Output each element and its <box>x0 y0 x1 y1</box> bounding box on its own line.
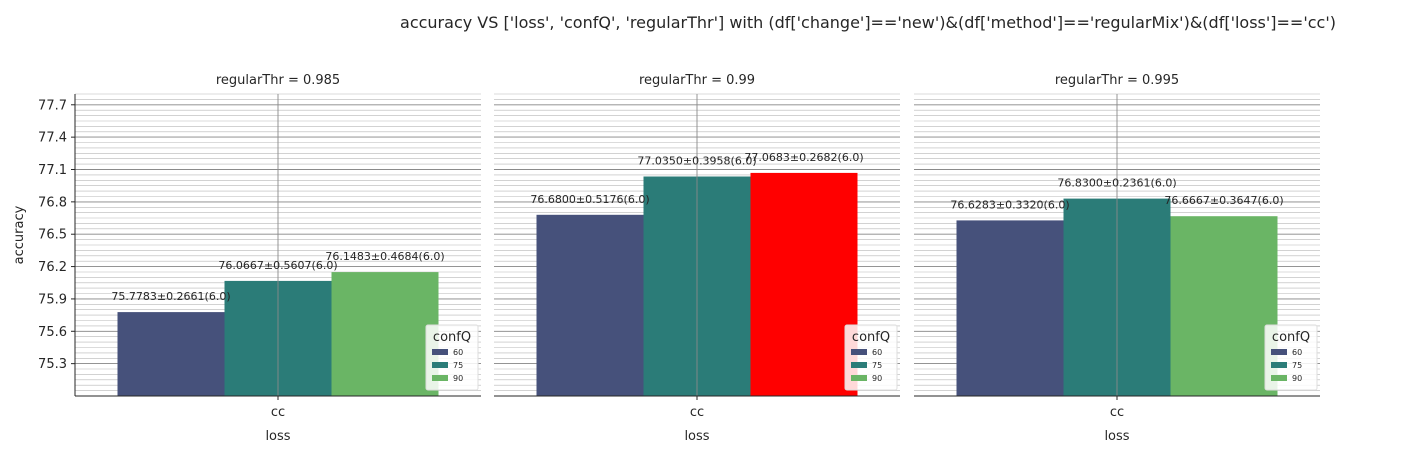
legend-swatch <box>851 349 867 355</box>
x-tick-label: cc <box>1110 405 1124 420</box>
bar <box>117 312 225 396</box>
chart-title: accuracy VS ['loss', 'confQ', 'regularTh… <box>400 13 1336 32</box>
y-tick-label: 77.1 <box>38 163 67 178</box>
data-label: 77.0350±0.3958(6.0) <box>637 155 756 168</box>
y-tick-label: 76.2 <box>38 260 67 275</box>
legend-entry: 75 <box>453 361 463 370</box>
y-tick-label: 77.4 <box>38 131 67 146</box>
legend-entry: 90 <box>1292 374 1302 383</box>
legend-title: confQ <box>433 330 471 345</box>
x-tick-label: cc <box>690 405 704 420</box>
legend-swatch <box>432 349 448 355</box>
x-axis-label: loss <box>1104 429 1129 444</box>
legend-entry: 60 <box>872 348 882 357</box>
legend-swatch <box>851 375 867 381</box>
x-axis-label: loss <box>265 429 290 444</box>
legend-entry: 75 <box>1292 361 1302 370</box>
bar <box>956 220 1064 396</box>
bar <box>1170 216 1278 396</box>
legend-entry: 60 <box>1292 348 1302 357</box>
legend-entry: 90 <box>872 374 882 383</box>
y-tick-label: 76.8 <box>38 195 67 210</box>
y-tick-label: 77.7 <box>38 98 67 113</box>
legend-entry: 90 <box>453 374 463 383</box>
legend: confQ 60 75 90 <box>844 324 898 391</box>
legend-title: confQ <box>1272 330 1310 345</box>
legend-entry: 60 <box>453 348 463 357</box>
legend: confQ 60 75 90 <box>425 324 479 391</box>
bar <box>750 172 858 396</box>
facet-panel: 76.6800±0.5176(6.0) 77.0350±0.3958(6.0)77… <box>494 73 900 444</box>
y-tick-label: 76.5 <box>38 228 67 243</box>
panel-title: regularThr = 0.995 <box>1055 73 1179 88</box>
data-label: 76.6667±0.3647(6.0) <box>1164 194 1283 207</box>
legend-title: confQ <box>852 330 890 345</box>
legend-swatch <box>851 362 867 368</box>
panel-title: regularThr = 0.985 <box>216 73 340 88</box>
facet-panel: 76.6283±0.3320(6.0) 76.8300±0.2361(6.0) 76… <box>914 73 1320 444</box>
bar <box>536 214 644 396</box>
legend: confQ 60 75 90 <box>1264 324 1318 391</box>
legend-swatch <box>432 362 448 368</box>
y-tick-label: 75.6 <box>38 325 67 340</box>
data-label: 76.8300±0.2361(6.0) <box>1057 177 1176 190</box>
data-label: 77.0683±0.2682(6.0) <box>744 151 863 164</box>
legend-entry: 75 <box>872 361 882 370</box>
data-label: 76.1483±0.4684(6.0) <box>325 250 444 263</box>
y-tick-label: 75.3 <box>38 357 67 372</box>
x-axis-label: loss <box>684 429 709 444</box>
legend-swatch <box>1271 349 1287 355</box>
data-label: 76.6283±0.3320(6.0) <box>950 198 1069 211</box>
bar <box>331 272 439 396</box>
legend-box <box>844 324 898 391</box>
y-axis-label: accuracy <box>12 205 27 264</box>
data-label: 75.7783±0.2661(6.0) <box>111 290 230 303</box>
data-label: 76.0667±0.5607(6.0) <box>218 259 337 272</box>
legend-box <box>1264 324 1318 391</box>
facet-panels: 75.7783±0.2661(6.0)76.0667±0.5607(6.0)76… <box>38 73 1320 444</box>
y-tick-label: 75.9 <box>38 292 67 307</box>
legend-swatch <box>432 375 448 381</box>
legend-swatch <box>1271 362 1287 368</box>
legend-swatch <box>1271 375 1287 381</box>
panel-title: regularThr = 0.99 <box>639 73 755 88</box>
legend-box <box>425 324 479 391</box>
data-label: 76.6800±0.5176(6.0) <box>530 193 649 206</box>
facet-panel: 75.7783±0.2661(6.0)76.0667±0.5607(6.0)76… <box>38 73 481 444</box>
x-tick-label: cc <box>271 405 285 420</box>
